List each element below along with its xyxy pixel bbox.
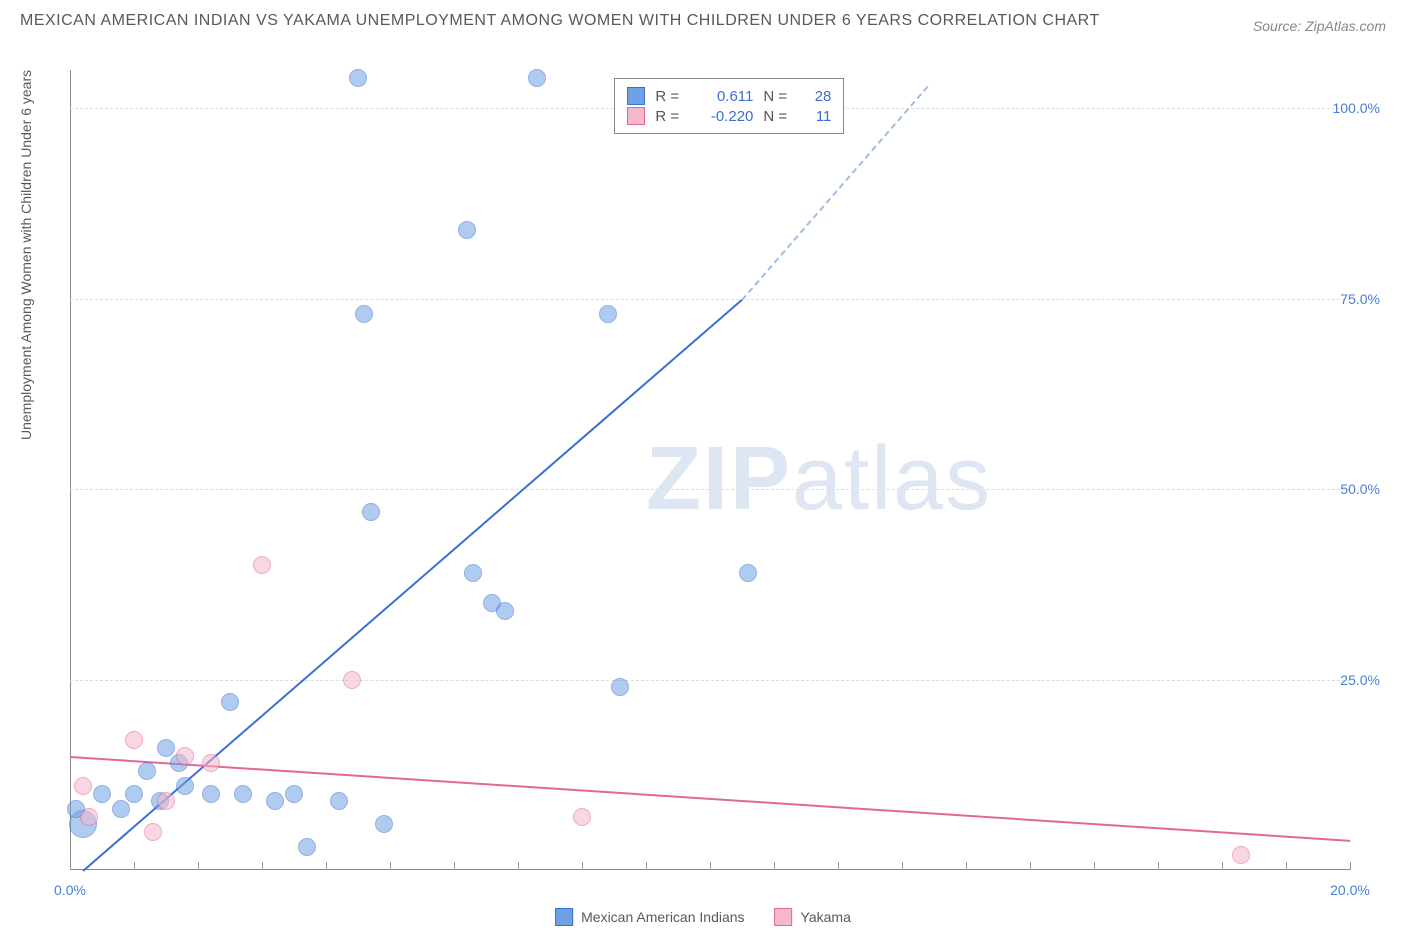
data-point xyxy=(362,503,380,521)
data-point xyxy=(157,739,175,757)
data-point xyxy=(138,762,156,780)
y-axis xyxy=(70,70,71,870)
stat-label: R = xyxy=(655,88,683,105)
x-tick xyxy=(1286,862,1287,870)
legend-item: Mexican American Indians xyxy=(555,908,744,926)
data-point xyxy=(599,305,617,323)
data-point xyxy=(125,731,143,749)
data-point xyxy=(330,792,348,810)
data-point xyxy=(221,693,239,711)
x-tick xyxy=(966,862,967,870)
x-tick-label: 0.0% xyxy=(54,882,86,898)
stats-legend: R = 0.611 N = 28 R = -0.220 N = 11 xyxy=(614,78,844,134)
x-tick xyxy=(646,862,647,870)
y-tick-label: 75.0% xyxy=(1340,291,1380,307)
x-tick xyxy=(710,862,711,870)
data-point xyxy=(355,305,373,323)
x-tick xyxy=(390,862,391,870)
data-point xyxy=(349,69,367,87)
data-point xyxy=(202,754,220,772)
data-point xyxy=(125,785,143,803)
data-point xyxy=(375,815,393,833)
data-point xyxy=(176,747,194,765)
stat-label: N = xyxy=(763,108,791,125)
legend-label: Mexican American Indians xyxy=(581,909,744,925)
y-tick-label: 50.0% xyxy=(1340,481,1380,497)
x-tick xyxy=(1094,862,1095,870)
x-tick xyxy=(70,862,71,870)
data-point xyxy=(112,800,130,818)
grid-line xyxy=(70,680,1350,681)
x-tick-label: 20.0% xyxy=(1330,882,1370,898)
y-axis-label: Unemployment Among Women with Children U… xyxy=(18,70,34,440)
legend-label: Yakama xyxy=(801,909,851,925)
stat-r-value: -0.220 xyxy=(693,108,753,125)
data-point xyxy=(739,564,757,582)
data-point xyxy=(202,785,220,803)
data-point xyxy=(74,777,92,795)
trend-line xyxy=(70,756,1350,842)
legend-item: Yakama xyxy=(775,908,851,926)
stat-n-value: 11 xyxy=(801,108,831,125)
legend-row: R = 0.611 N = 28 xyxy=(627,87,831,105)
data-point xyxy=(266,792,284,810)
plot-area: 25.0%50.0%75.0%100.0%0.0%20.0%ZIPatlasR … xyxy=(60,70,1380,870)
data-point xyxy=(343,671,361,689)
data-point xyxy=(144,823,162,841)
data-point xyxy=(464,564,482,582)
y-tick-label: 100.0% xyxy=(1333,100,1380,116)
legend-swatch xyxy=(775,908,793,926)
data-point xyxy=(573,808,591,826)
watermark: ZIPatlas xyxy=(646,428,992,531)
stat-label: N = xyxy=(763,88,791,105)
data-point xyxy=(528,69,546,87)
x-tick xyxy=(1158,862,1159,870)
legend-row: R = -0.220 N = 11 xyxy=(627,107,831,125)
data-point xyxy=(234,785,252,803)
x-tick xyxy=(454,862,455,870)
legend-swatch xyxy=(627,107,645,125)
x-tick xyxy=(134,862,135,870)
grid-line xyxy=(70,299,1350,300)
x-tick xyxy=(262,862,263,870)
data-point xyxy=(298,838,316,856)
x-tick xyxy=(774,862,775,870)
bottom-legend: Mexican American Indians Yakama xyxy=(555,908,851,926)
x-tick xyxy=(198,862,199,870)
data-point xyxy=(1232,846,1250,864)
data-point xyxy=(285,785,303,803)
stat-r-value: 0.611 xyxy=(693,88,753,105)
grid-line xyxy=(70,489,1350,490)
stat-n-value: 28 xyxy=(801,88,831,105)
x-tick xyxy=(1222,862,1223,870)
x-tick xyxy=(838,862,839,870)
x-tick xyxy=(1350,862,1351,870)
data-point xyxy=(80,808,98,826)
stat-label: R = xyxy=(655,108,683,125)
data-point xyxy=(611,678,629,696)
chart-title: MEXICAN AMERICAN INDIAN VS YAKAMA UNEMPL… xyxy=(20,8,1100,34)
data-point xyxy=(458,221,476,239)
x-tick xyxy=(902,862,903,870)
x-tick xyxy=(1030,862,1031,870)
source-label: Source: ZipAtlas.com xyxy=(1253,18,1386,34)
y-tick-label: 25.0% xyxy=(1340,672,1380,688)
data-point xyxy=(93,785,111,803)
x-tick xyxy=(326,862,327,870)
data-point xyxy=(176,777,194,795)
data-point xyxy=(157,792,175,810)
legend-swatch xyxy=(555,908,573,926)
data-point xyxy=(496,602,514,620)
x-tick xyxy=(582,862,583,870)
x-tick xyxy=(518,862,519,870)
legend-swatch xyxy=(627,87,645,105)
data-point xyxy=(253,556,271,574)
header: MEXICAN AMERICAN INDIAN VS YAKAMA UNEMPL… xyxy=(0,0,1406,34)
